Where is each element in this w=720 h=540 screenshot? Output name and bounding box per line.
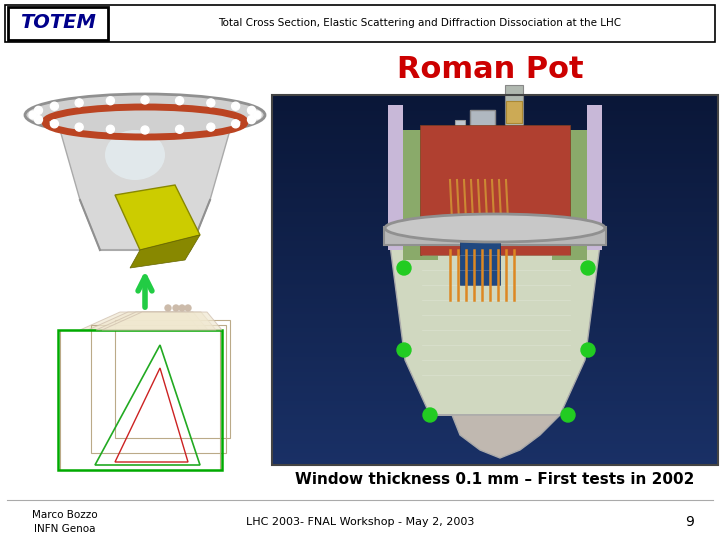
Text: 9: 9 — [685, 515, 694, 529]
Polygon shape — [96, 312, 216, 330]
Polygon shape — [430, 415, 560, 458]
Bar — [506, 101, 522, 123]
Bar — [91, 325, 226, 453]
Circle shape — [141, 126, 149, 134]
Bar — [505, 85, 523, 145]
Polygon shape — [80, 312, 200, 330]
Circle shape — [176, 97, 184, 105]
Ellipse shape — [385, 214, 605, 242]
Polygon shape — [102, 312, 222, 330]
Circle shape — [141, 96, 149, 104]
Polygon shape — [390, 245, 600, 415]
Circle shape — [176, 125, 184, 133]
Circle shape — [423, 408, 437, 422]
Bar — [272, 95, 718, 465]
Ellipse shape — [25, 94, 265, 136]
Text: LHC 2003- FNAL Workshop - May 2, 2003: LHC 2003- FNAL Workshop - May 2, 2003 — [246, 517, 474, 527]
Bar — [388, 105, 403, 250]
Bar — [384, 227, 606, 245]
Polygon shape — [88, 312, 208, 330]
Bar — [420, 125, 570, 255]
Polygon shape — [115, 185, 200, 250]
Circle shape — [248, 106, 256, 114]
Circle shape — [581, 343, 595, 357]
Circle shape — [107, 97, 114, 105]
Text: Total Cross Section, Elastic Scattering and Diffraction Dissociation at the LHC: Total Cross Section, Elastic Scattering … — [218, 18, 621, 28]
Bar — [8, 7, 108, 40]
Polygon shape — [60, 130, 230, 250]
Circle shape — [35, 116, 42, 124]
Text: Window thickness 0.1 mm – First tests in 2002: Window thickness 0.1 mm – First tests in… — [295, 472, 695, 488]
Circle shape — [165, 305, 171, 311]
Circle shape — [561, 408, 575, 422]
Circle shape — [75, 99, 84, 107]
Bar — [60, 330, 220, 470]
Circle shape — [50, 120, 58, 128]
Circle shape — [179, 305, 185, 311]
Circle shape — [581, 261, 595, 275]
Circle shape — [232, 102, 240, 110]
Bar — [58, 330, 222, 470]
Ellipse shape — [105, 130, 165, 180]
Circle shape — [50, 102, 58, 110]
Text: Roman Pot: Roman Pot — [397, 56, 583, 84]
Circle shape — [173, 305, 179, 311]
Bar — [460, 215, 500, 285]
Circle shape — [35, 106, 42, 114]
Text: Marco Bozzo
INFN Genoa: Marco Bozzo INFN Genoa — [32, 510, 98, 535]
Circle shape — [107, 125, 114, 133]
Bar — [403, 130, 438, 260]
Circle shape — [248, 116, 256, 124]
Bar — [470, 110, 495, 155]
Circle shape — [232, 120, 240, 128]
Circle shape — [253, 111, 261, 119]
Circle shape — [397, 343, 411, 357]
Bar — [587, 105, 602, 250]
Circle shape — [185, 305, 191, 311]
Text: TOTEM: TOTEM — [20, 14, 96, 32]
Circle shape — [207, 99, 215, 107]
Bar — [115, 320, 230, 438]
Circle shape — [397, 261, 411, 275]
Circle shape — [75, 123, 84, 131]
Circle shape — [29, 111, 37, 119]
Circle shape — [207, 123, 215, 131]
Bar — [455, 120, 465, 175]
Bar — [5, 5, 715, 42]
Bar — [552, 130, 587, 260]
Polygon shape — [130, 235, 200, 268]
